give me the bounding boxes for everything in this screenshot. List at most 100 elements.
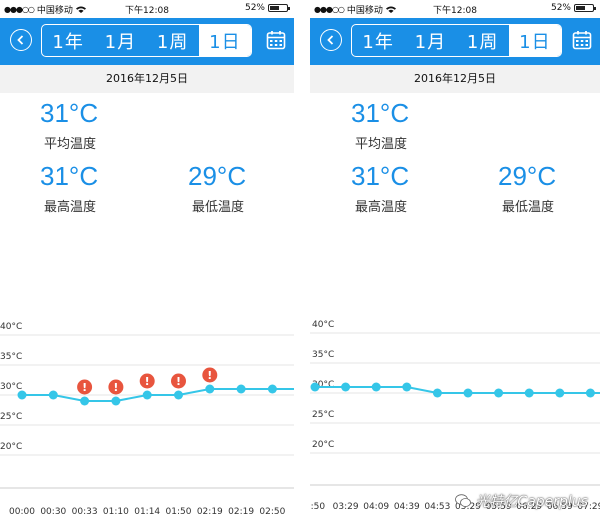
x-tick-label: 01:10 [103, 507, 129, 517]
svg-text:!: ! [113, 381, 118, 394]
alert-icon: ! [139, 373, 155, 389]
x-tick-label: 06:59 [547, 502, 573, 512]
y-tick-label: 20°C [0, 442, 22, 452]
y-tick-label: 20°C [312, 440, 334, 450]
temperature-chart: 40°C 35°C 30°C 25°C 20°C!!!! ! 00:00 00:30 00:33… [0, 322, 294, 517]
y-tick-label: 25°C [312, 410, 334, 420]
watermark: 光特亿Caperplus [455, 491, 588, 511]
data-point [80, 396, 90, 406]
x-tick-label: 01:50 [166, 507, 192, 517]
watermark-text: 光特亿Caperplus [475, 494, 588, 510]
x-tick-label: 02:19 [197, 507, 223, 517]
x-tick-label: 05:59 [486, 502, 512, 512]
y-tick-label: 25°C [0, 412, 22, 422]
tab-1-day[interactable]: 1日 [508, 25, 561, 56]
date-label: 2016年12月5日 [310, 65, 600, 93]
min-temperature-label: 最低温度 [502, 200, 555, 215]
avg-temperature-label: 平均温度 [44, 137, 97, 152]
y-tick-label: 35°C [0, 352, 22, 362]
max-temperature-value: 31°C [351, 161, 410, 191]
y-tick-label: 35°C [312, 350, 334, 360]
tab-1-week[interactable]: 1周 [156, 31, 189, 53]
data-point [111, 396, 121, 406]
x-tick-label: 01:14 [134, 507, 160, 517]
data-point [236, 384, 246, 394]
x-tick-label: 02:19 [228, 507, 254, 517]
data-point [205, 384, 215, 394]
range-selector: 1年 1月 1周 1日 [41, 24, 252, 57]
carrier-name: 中国移动 [36, 6, 73, 16]
battery-percent: 52% [244, 3, 265, 13]
tab-1-day[interactable]: 1日 [198, 25, 251, 56]
battery-icon [268, 4, 290, 12]
carrier-info: ●●●○○ 中国移动 [314, 3, 396, 16]
series-line [22, 388, 294, 402]
wechat-icon [455, 494, 472, 507]
max-temperature-label: 最高温度 [355, 200, 408, 215]
data-point [555, 388, 565, 398]
temperature-chart: 40°C 35°C 30°C 25°C 20°C 2:50 03:29 04:09 04:39 0… [310, 320, 600, 512]
back-icon[interactable] [10, 29, 32, 51]
data-point [310, 382, 320, 392]
status-time: 下午12:08 [125, 6, 169, 16]
panel-separator [294, 0, 310, 519]
data-point [463, 388, 473, 398]
x-tick-label: 03:29 [333, 502, 359, 512]
tab-1-month[interactable]: 1月 [104, 31, 137, 53]
y-tick-label: 30°C [0, 382, 22, 392]
back-icon[interactable] [320, 29, 342, 51]
battery-percent: 52% [550, 3, 571, 13]
tab-1-year[interactable]: 1年 [362, 31, 394, 53]
range-selector: 1年 1月 1周 1日 [351, 24, 562, 57]
data-point [585, 388, 595, 398]
signal-icon: ●●●○○ [4, 5, 35, 14]
min-temperature-value: 29°C [188, 161, 247, 191]
date-label: 2016年12月5日 [0, 65, 294, 93]
svg-text:!: ! [145, 375, 150, 388]
status-bar: ●●●○○ 中国移动 下午12:08 52% [0, 0, 294, 18]
carrier-info: ●●●○○ 中国移动 [4, 3, 86, 16]
max-temperature-label: 最高温度 [44, 200, 97, 215]
alert-icon: ! [77, 379, 93, 395]
y-tick-label: 30°C [312, 380, 334, 390]
x-tick-label: 00:33 [72, 507, 98, 517]
data-point [494, 388, 504, 398]
x-tick-label: 02:50 [259, 507, 285, 517]
tab-1-year[interactable]: 1年 [52, 31, 84, 53]
x-tick-label: 04:53 [424, 502, 450, 512]
data-point [402, 382, 412, 392]
data-point [174, 390, 183, 400]
data-point [341, 382, 351, 392]
data-point [432, 388, 442, 398]
data-point [267, 384, 277, 394]
tab-1-week[interactable]: 1周 [466, 31, 499, 53]
data-point [524, 388, 534, 398]
alert-icon: ! [171, 373, 186, 389]
svg-text:!: ! [82, 381, 87, 394]
y-tick-label: 40°C [0, 322, 22, 332]
wifi-icon [75, 6, 86, 13]
x-tick-label: 00:00 [9, 507, 35, 517]
battery-icon [574, 4, 596, 12]
tab-1-month[interactable]: 1月 [414, 31, 447, 53]
nav-bar: 1年 1月 1周 1日 [0, 18, 294, 65]
min-temperature-value: 29°C [498, 161, 557, 191]
svg-text:!: ! [176, 375, 181, 388]
carrier-name: 中国移动 [346, 6, 383, 16]
alert-icon: ! [108, 379, 124, 395]
avg-temperature-value: 31°C [40, 98, 99, 128]
svg-text:!: ! [207, 369, 212, 382]
status-bar: ●●●○○ 中国移动 下午12:08 52% [310, 0, 600, 18]
x-tick-label: 07:29 [577, 502, 600, 512]
battery-indicator: 52% [550, 3, 596, 13]
calendar-icon[interactable] [266, 30, 286, 50]
x-tick-label: 00:30 [40, 507, 66, 517]
x-tick-label: 06:29 [516, 502, 542, 512]
nav-bar: 1年 1月 1周 1日 [310, 18, 600, 65]
x-tick-label: 2:50 [310, 502, 325, 512]
status-time: 下午12:08 [433, 6, 477, 16]
calendar-icon[interactable] [572, 30, 592, 50]
data-point [48, 390, 58, 400]
alert-icon: ! [202, 367, 218, 383]
x-tick-label: 04:09 [363, 502, 389, 512]
